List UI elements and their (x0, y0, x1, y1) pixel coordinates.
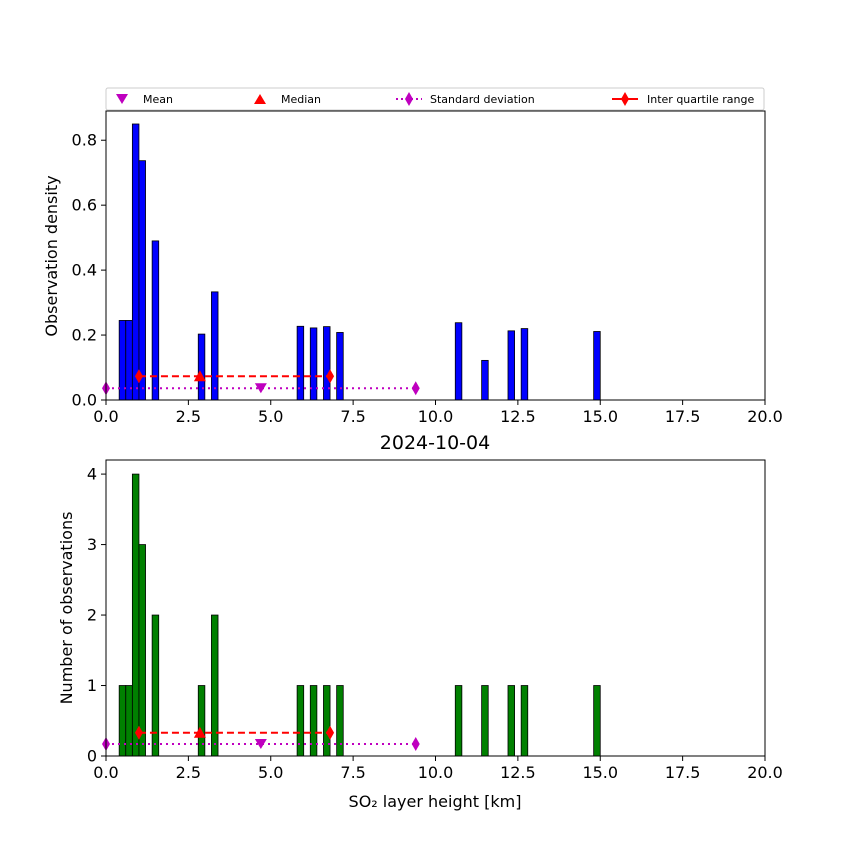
median-marker (193, 726, 206, 738)
histogram-bar (131, 123, 140, 401)
iqr-high-marker (326, 725, 335, 740)
histogram-bar (520, 685, 529, 757)
mean-marker (254, 739, 267, 750)
histogram-bar (151, 614, 160, 757)
x-tick-label: 12.5 (500, 763, 536, 782)
x-tick-label: 15.0 (582, 407, 618, 426)
histogram-bar (296, 685, 305, 757)
histogram-bar (593, 685, 601, 757)
x-tick-label: 5.0 (258, 407, 283, 426)
iqr-marker-icon (621, 92, 629, 106)
x-tick-label: 10.0 (418, 407, 454, 426)
x-tick-label: 20.0 (747, 763, 783, 782)
histogram-bar (481, 359, 489, 401)
x-tick-label: 7.5 (340, 763, 365, 782)
iqr-low-marker (134, 369, 143, 384)
histogram-bar (211, 291, 219, 401)
legend-label-std: Standard deviation (430, 93, 535, 106)
histogram-bar (309, 685, 318, 757)
histogram-bar (520, 328, 529, 401)
x-tick-label: 5.0 (258, 763, 283, 782)
x-tick-label: 15.0 (582, 763, 618, 782)
x-tick-label: 12.5 (500, 407, 536, 426)
histogram-bar (454, 322, 463, 401)
mean-marker-icon (116, 94, 128, 104)
density-stats (102, 369, 420, 396)
histogram-bar (211, 614, 219, 757)
x-tick-label: 2.5 (176, 763, 201, 782)
std-high-marker (411, 381, 420, 396)
legend-label-iqr: Inter quartile range (647, 93, 754, 106)
histogram-bar (197, 333, 206, 401)
histogram-bar (138, 160, 146, 401)
y-tick-label: 2 (87, 606, 97, 625)
histogram-bar (593, 331, 601, 401)
count-panel: 2024-10-04 0.0 2.5 5.0 7.5 10.0 12.5 15.0 17.5 2… (57, 432, 783, 811)
legend-label-median: Median (281, 93, 321, 106)
legend-entry-mean: Mean (116, 93, 173, 106)
median-marker (193, 370, 206, 382)
y-tick-label: 4 (87, 465, 97, 484)
y-tick-label: 0 (87, 747, 97, 766)
x-tick-label: 17.5 (665, 763, 701, 782)
histogram-bar (481, 685, 489, 757)
histogram-bar (138, 544, 146, 757)
count-y-ticks: 0 1 2 3 4 (87, 465, 106, 766)
legend-entry-std: Standard deviation (396, 92, 535, 106)
count-stats (102, 725, 420, 752)
histogram-bar (323, 685, 331, 757)
histogram-bar (336, 685, 344, 757)
legend: Mean Median Standard deviation Inter qua… (105, 87, 765, 111)
x-tick-label: 0.0 (93, 407, 118, 426)
x-tick-label: 7.5 (340, 407, 365, 426)
legend-entry-median: Median (254, 93, 321, 106)
std-high-marker (411, 737, 420, 752)
histogram-bar (118, 685, 127, 757)
y-tick-label: 0.2 (72, 326, 97, 345)
mean-marker (254, 383, 267, 394)
std-marker-icon (405, 92, 413, 106)
histogram-bar (336, 332, 344, 401)
y-tick-label: 0.6 (72, 196, 97, 215)
histogram-bar (197, 685, 206, 757)
legend-label-mean: Mean (143, 93, 173, 106)
histogram-bar (125, 685, 133, 757)
density-bars (118, 123, 601, 401)
count-x-ticks: 0.0 2.5 5.0 7.5 10.0 12.5 15.0 17.5 20.0 (93, 756, 783, 782)
x-tick-label: 20.0 (747, 407, 783, 426)
x-tick-label: 0.0 (93, 763, 118, 782)
histogram-bar (507, 330, 515, 401)
y-tick-label: 0.4 (72, 261, 97, 280)
y-tick-label: 1 (87, 676, 97, 695)
count-bars (118, 473, 601, 757)
iqr-high-marker (326, 369, 335, 384)
x-tick-label: 10.0 (418, 763, 454, 782)
y-tick-label: 3 (87, 535, 97, 554)
y-tick-label: 0.0 (72, 391, 97, 410)
count-y-axis-label: Number of observations (57, 512, 76, 705)
legend-entry-iqr: Inter quartile range (612, 92, 754, 106)
x-tick-label: 17.5 (665, 407, 701, 426)
count-x-axis-label: SO₂ layer height [km] (349, 792, 522, 811)
density-y-ticks: 0.0 0.2 0.4 0.6 0.8 (72, 131, 106, 410)
median-marker-icon (254, 94, 266, 104)
x-tick-label: 2.5 (176, 407, 201, 426)
legend-frame (105, 87, 765, 111)
density-x-ticks: 0.0 2.5 5.0 7.5 10.0 12.5 15.0 17.5 20.0 (93, 400, 783, 426)
count-panel-title: 2024-10-04 (380, 432, 490, 454)
density-panel: 0.0 2.5 5.0 7.5 10.0 12.5 15.0 17.5 20.0 0.00.20… (42, 110, 783, 426)
histogram-bar (131, 473, 140, 757)
histogram-bar (454, 685, 463, 757)
y-tick-label: 0.8 (72, 131, 97, 150)
density-y-axis-label: Observation density (42, 175, 61, 336)
histogram-bar (507, 685, 515, 757)
iqr-low-marker (134, 725, 143, 740)
